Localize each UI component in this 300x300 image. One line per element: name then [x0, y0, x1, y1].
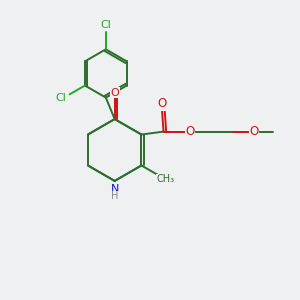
Text: O: O [185, 125, 195, 138]
Text: N: N [110, 184, 119, 194]
Text: Cl: Cl [100, 20, 111, 30]
Text: O: O [249, 125, 259, 138]
Text: H: H [111, 191, 118, 201]
Text: O: O [158, 98, 167, 110]
Text: CH₃: CH₃ [157, 174, 175, 184]
Text: O: O [110, 88, 119, 98]
Text: Cl: Cl [55, 93, 66, 103]
